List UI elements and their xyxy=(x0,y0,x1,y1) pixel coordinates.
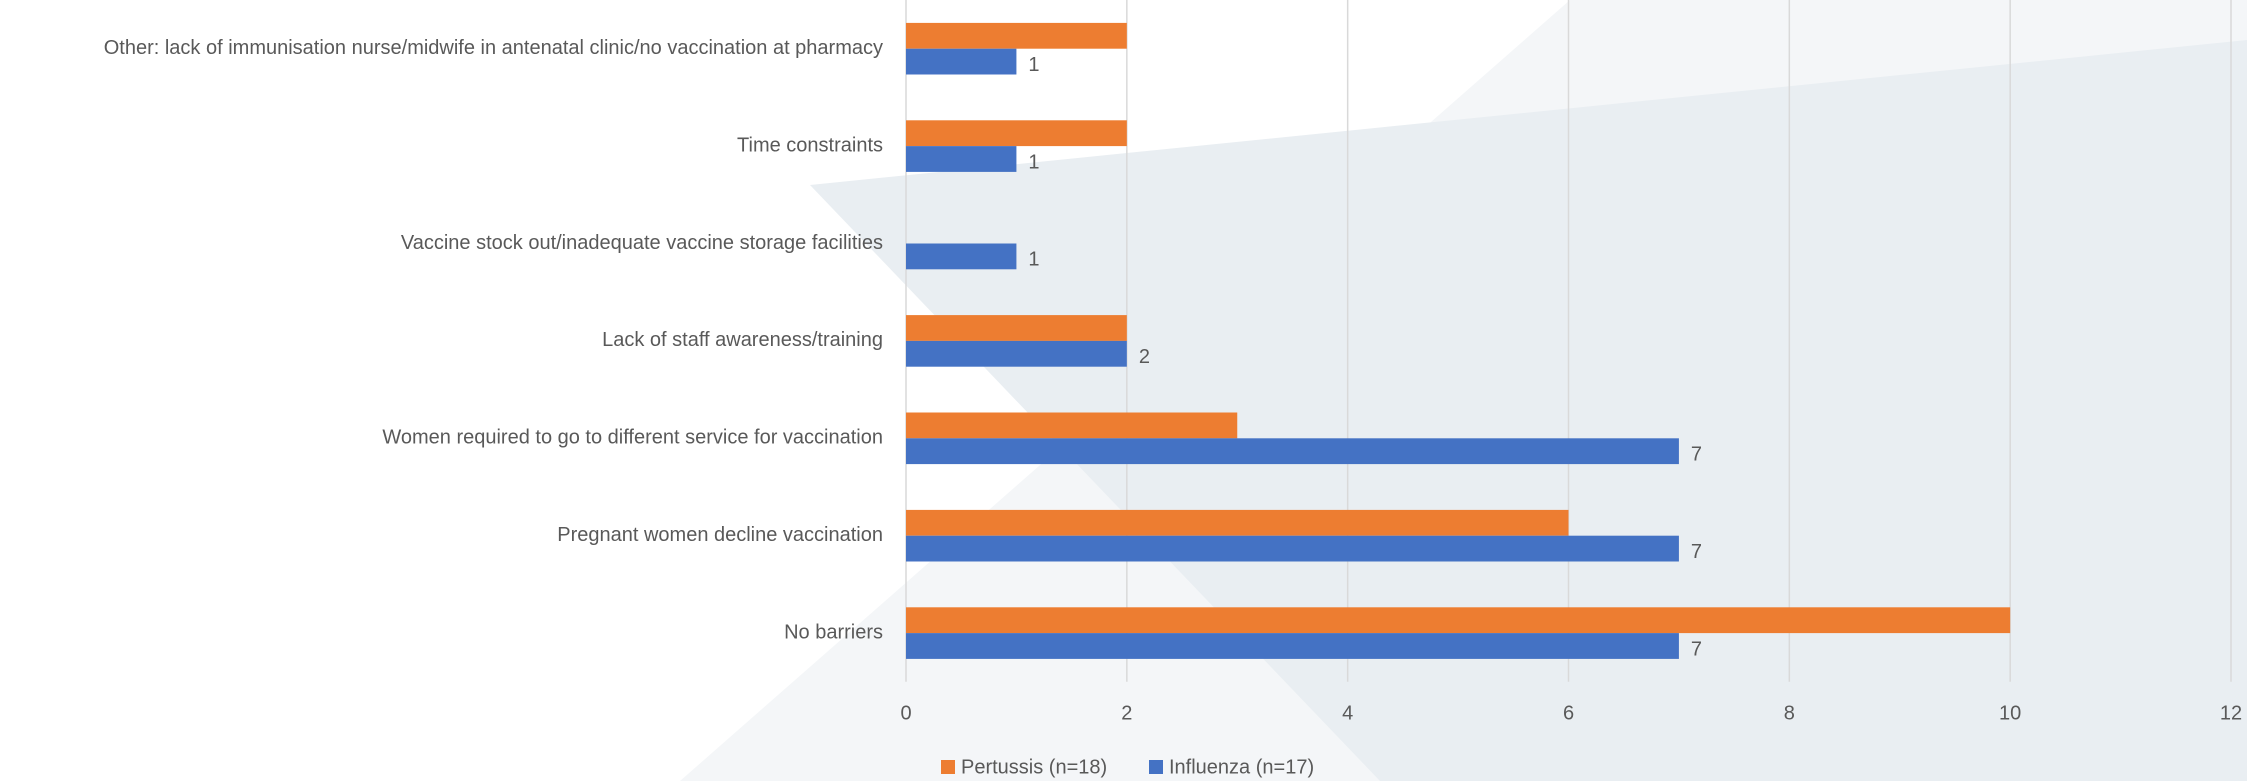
bar xyxy=(906,146,1017,172)
x-tick-label: 8 xyxy=(1784,702,1795,724)
bar xyxy=(906,509,1569,536)
bar xyxy=(906,48,1017,75)
y-tick-label: Pregnant women decline vaccination xyxy=(557,524,883,546)
x-tick-label: 10 xyxy=(1999,702,2021,724)
bar xyxy=(906,243,1017,270)
data-label: 7 xyxy=(1691,541,1702,563)
data-label: 1 xyxy=(1028,249,1039,271)
legend-label: Pertussis (n=18) xyxy=(961,756,1107,778)
y-tick-label: Women required to go to different servic… xyxy=(382,427,883,449)
bar xyxy=(906,120,1127,147)
legend-swatch xyxy=(941,760,955,774)
data-label: 1 xyxy=(1028,151,1039,173)
y-tick-label: No barriers xyxy=(784,621,883,643)
legend-label: Influenza (n=17) xyxy=(1169,756,1314,778)
x-tick-label: 0 xyxy=(900,702,911,724)
data-label: 1 xyxy=(1028,54,1039,76)
bar xyxy=(906,340,1127,367)
x-tick-label: 2 xyxy=(1121,702,1132,724)
bar xyxy=(906,315,1127,341)
x-tick-label: 6 xyxy=(1563,702,1574,724)
background-shape xyxy=(810,40,2247,781)
bar xyxy=(906,22,1127,49)
y-tick-label: Lack of staff awareness/training xyxy=(602,329,883,351)
data-label: 2 xyxy=(1139,346,1150,368)
y-tick-label: Other: lack of immunisation nurse/midwif… xyxy=(104,37,883,59)
data-label: 7 xyxy=(1691,638,1702,660)
legend-swatch xyxy=(1149,760,1163,774)
bar xyxy=(906,535,1679,562)
data-label: 7 xyxy=(1691,443,1702,465)
x-tick-label: 4 xyxy=(1342,702,1353,724)
bar xyxy=(906,607,2011,634)
bar xyxy=(906,438,1679,465)
y-tick-label: Time constraints xyxy=(737,134,883,156)
bar xyxy=(906,412,1238,439)
bar xyxy=(906,633,1679,659)
y-tick-label: Vaccine stock out/inadequate vaccine sto… xyxy=(401,232,883,254)
x-tick-label: 12 xyxy=(2220,702,2242,724)
